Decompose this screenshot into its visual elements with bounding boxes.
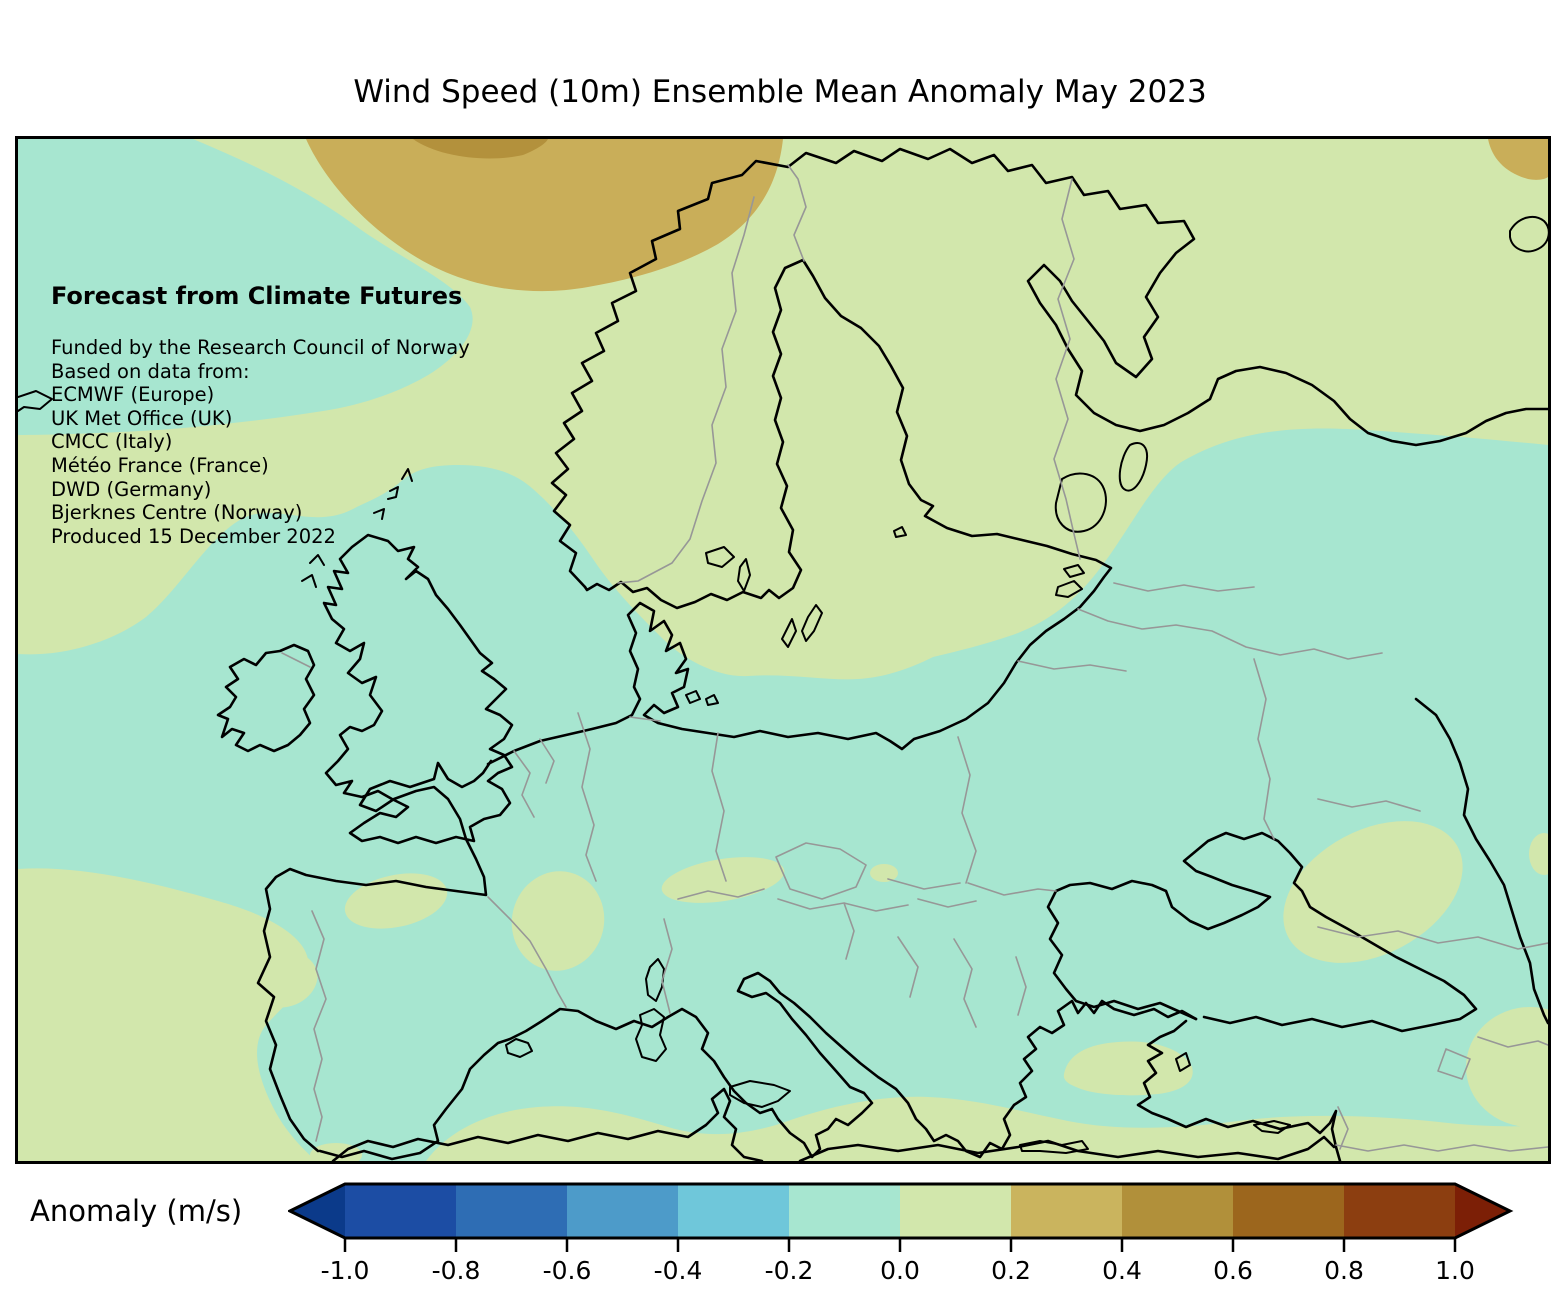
coastline-iberia-france: [256, 759, 493, 1153]
map-region-teal-nw-wedge: [18, 139, 473, 435]
colorbar-segment: [1344, 1184, 1455, 1238]
colorbar-tick-label: 0.8: [1324, 1256, 1364, 1285]
map-canvas: [18, 139, 1548, 1161]
map-patch-provence: [511, 871, 605, 971]
colorbar-under-arrow: [290, 1184, 345, 1238]
map-patch-right-edge-small: [1529, 833, 1548, 875]
colorbar-segment: [456, 1184, 567, 1238]
map-region-tan-dark-top: [413, 139, 548, 159]
colorbar-segment: [900, 1184, 1011, 1238]
map-patch-adriatic-small: [870, 864, 898, 882]
page-title: Wind Speed (10m) Ensemble Mean Anomaly M…: [353, 74, 1207, 110]
coastline-lakes: [705, 442, 1191, 1072]
map-region-green-africa: [426, 1096, 1548, 1161]
colorbar-tick-label: -0.2: [765, 1256, 814, 1285]
coastline-hebrides: [301, 468, 413, 588]
map-region-tan-ne-corner: [1488, 139, 1548, 180]
coastline-caspian: [1414, 697, 1548, 1025]
coastline-ireland: [216, 643, 316, 753]
coastline-baltic-scandinavia: [486, 258, 1113, 766]
coastline-great-britain: [322, 533, 514, 845]
europe-anomaly-map: Forecast from Climate Futures Funded by …: [15, 136, 1551, 1164]
map-region-tan-norwegian-sea: [306, 139, 783, 292]
coastline-norway-barents: [550, 147, 1548, 589]
colorbar-tick-label: -0.4: [654, 1256, 703, 1285]
colorbar-tick-label: -0.8: [432, 1256, 481, 1285]
coastline-islands: [505, 526, 1291, 1154]
colorbar-tick-label: 0.4: [1102, 1256, 1142, 1285]
colorbar-segment: [1122, 1184, 1233, 1238]
colorbar-over-arrow: [1455, 1184, 1510, 1238]
colorbar-segment: [345, 1184, 456, 1238]
colorbar-segment: [789, 1184, 900, 1238]
colorbar-segment: [1011, 1184, 1122, 1238]
colorbar-label: Anomaly (m/s): [30, 1194, 243, 1228]
coastline-black-sea: [1046, 831, 1478, 1033]
colorbar-segment: [678, 1184, 789, 1238]
map-patch-azov-don: [1283, 821, 1463, 963]
coastline-mediterranean-north: [318, 971, 1198, 1161]
colorbar-tick-label: 0.2: [991, 1256, 1031, 1285]
coastline-iceland-corner: [18, 390, 53, 412]
coastline-arctic-island: [1509, 215, 1548, 253]
map-patch-nw-iberia: [250, 952, 318, 1008]
colorbar-tick-label: 1.0: [1435, 1256, 1475, 1285]
colorbar-segment: [567, 1184, 678, 1238]
colorbar-tick-label: -0.6: [543, 1256, 592, 1285]
map-region-green-southwest: [18, 868, 316, 1161]
colorbar-segment: [1233, 1184, 1344, 1238]
colorbar-tick-label: -1.0: [321, 1256, 370, 1285]
colorbar-tick-label: 0.6: [1213, 1256, 1253, 1285]
country-borders: [281, 164, 1548, 1152]
colorbar-svg: -1.0 -0.8 -0.6 -0.4 -0.2 0.0 0.2 0.4 0.6 0.8 1.0: [286, 1182, 1514, 1285]
colorbar-tick-label: 0.0: [880, 1256, 920, 1285]
coastline-turkey-aegean: [1136, 1019, 1342, 1161]
colorbar: -1.0 -0.8 -0.6 -0.4 -0.2 0.0 0.2 0.4 0.6 0.8 1.0: [286, 1181, 1528, 1289]
map-patch-caucasus: [1466, 1007, 1548, 1127]
